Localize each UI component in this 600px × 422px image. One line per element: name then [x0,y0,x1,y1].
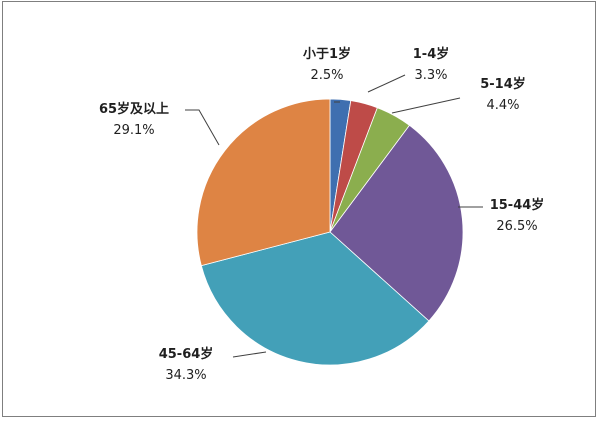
slice-label-4: 45-64岁 [159,346,214,362]
pie-chart: 小于1岁 2.5% 1-4岁 3.3% 5-14岁 4.4% 15-44岁 26… [99,46,545,383]
slice-value-4: 34.3% [165,368,206,383]
slice-label-3: 15-44岁 [490,197,545,213]
leader-lines [185,74,483,358]
slice-label-5: 65岁及以上 [99,101,169,117]
leader-line-4 [232,351,267,358]
leader-line-2 [391,97,461,114]
slice-value-2: 4.4% [486,98,519,113]
leader-line-5 [185,109,220,146]
slice-label-1: 1-4岁 [413,46,450,62]
pie-slice-5 [196,98,331,267]
slice-label-0: 小于1岁 [303,46,351,62]
slice-value-1: 3.3% [414,68,447,83]
chart-frame: 小于1岁 2.5% 1-4岁 3.3% 5-14岁 4.4% 15-44岁 26… [2,1,596,417]
slice-label-2: 5-14岁 [480,76,526,92]
slice-value-5: 29.1% [113,123,154,138]
pie-slices [196,98,464,366]
leader-line-1 [367,74,406,93]
slice-value-3: 26.5% [496,219,537,234]
slice-value-0: 2.5% [310,68,343,83]
pie-slice-4 [200,231,430,366]
pie-slice-3 [329,124,464,322]
